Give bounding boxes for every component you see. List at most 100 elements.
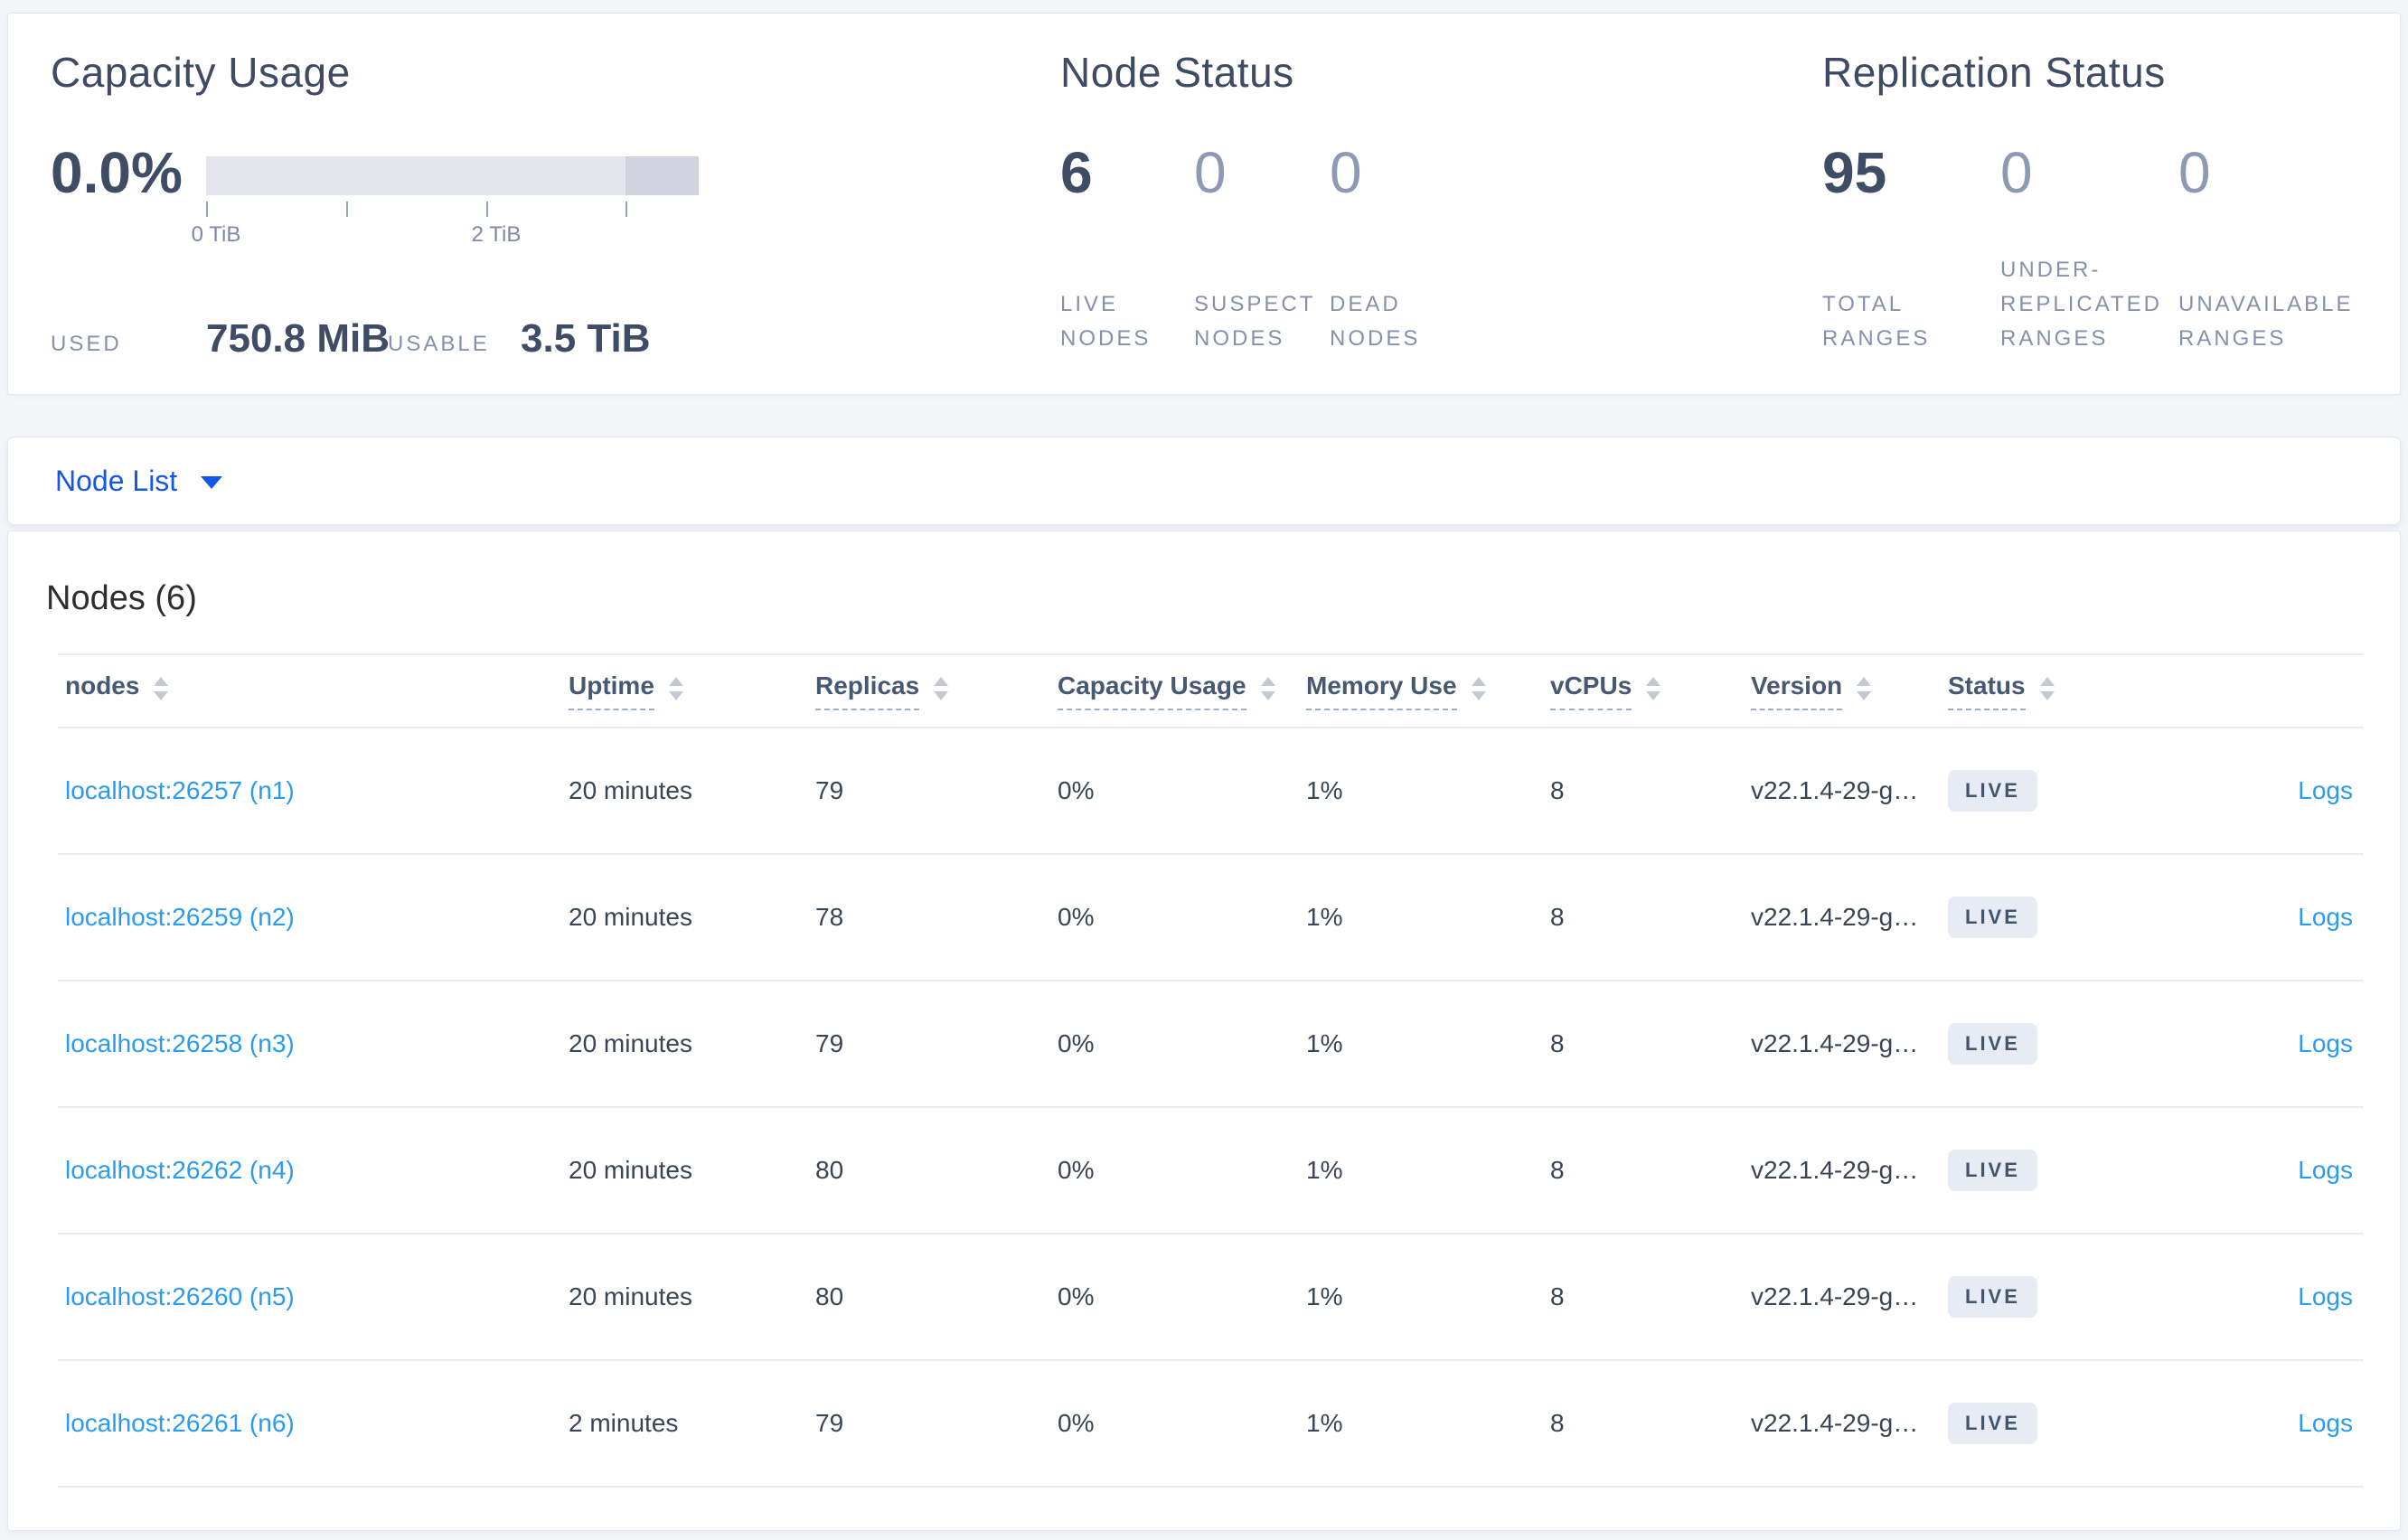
- nodes-heading: Nodes (6): [46, 579, 197, 617]
- vcpus-cell: 8: [1550, 776, 1565, 804]
- live-nodes-label: LIVE NODES: [1060, 292, 1152, 351]
- sort-icon: [154, 676, 169, 700]
- vcpus-cell: 8: [1550, 1029, 1565, 1057]
- capacity-usage-cell: 0%: [1058, 1409, 1095, 1437]
- replicas-cell: 80: [815, 1156, 844, 1184]
- node-list-dropdown-label: Node List: [55, 464, 178, 497]
- node-list-dropdown[interactable]: Node List: [55, 464, 223, 498]
- uptime-cell: 20 minutes: [569, 1156, 692, 1184]
- uptime-cell: 20 minutes: [569, 903, 692, 931]
- capacity-usage-cell: 0%: [1058, 1282, 1095, 1310]
- capacity-usage-cell: 0%: [1058, 1029, 1095, 1057]
- dead-nodes-label: DEAD NODES: [1330, 292, 1421, 351]
- table-row: localhost:26258 (n3) 20 minutes 79 0% 1%…: [58, 981, 2364, 1108]
- capacity-usage-title: Capacity Usage: [51, 49, 351, 96]
- status-badge: LIVE: [1948, 1276, 2037, 1318]
- replicas-cell: 80: [815, 1282, 844, 1310]
- logs-link[interactable]: Logs: [2298, 1156, 2353, 1184]
- logs-link[interactable]: Logs: [2298, 1282, 2353, 1310]
- memory-use-cell: 1%: [1306, 776, 1343, 804]
- vcpus-cell: 8: [1550, 903, 1565, 931]
- replication-status-title: Replication Status: [1822, 49, 2166, 96]
- table-header-row: nodes Uptime Replicas Capacity Usage Mem…: [58, 653, 2364, 728]
- capacity-axis-label-0tib: 0 TiB: [191, 222, 241, 247]
- version-cell: v22.1.4-29-g…: [1751, 1409, 1919, 1437]
- capacity-usage-cell: 0%: [1058, 776, 1095, 804]
- table-row: localhost:26261 (n6) 2 minutes 79 0% 1% …: [58, 1361, 2364, 1488]
- node-link[interactable]: localhost:26258 (n3): [65, 1029, 295, 1057]
- capacity-bar: [206, 156, 699, 195]
- uptime-cell: 20 minutes: [569, 1029, 692, 1057]
- version-cell: v22.1.4-29-g…: [1751, 1156, 1919, 1184]
- used-value: 750.8 MiB: [206, 316, 390, 361]
- node-link[interactable]: localhost:26261 (n6): [65, 1409, 295, 1437]
- status-badge: LIVE: [1948, 1403, 2037, 1444]
- node-status-section: Node Status 6 LIVE NODES 0 SUSPECT NODES…: [1060, 14, 1783, 394]
- version-cell: v22.1.4-29-g…: [1751, 776, 1919, 804]
- column-header-uptime[interactable]: Uptime: [569, 671, 815, 710]
- replicas-cell: 79: [815, 776, 844, 804]
- column-header-vcpus[interactable]: vCPUs: [1550, 671, 1751, 710]
- column-header-nodes[interactable]: nodes: [58, 671, 569, 710]
- status-badge: LIVE: [1948, 897, 2037, 938]
- capacity-axis-tick: [206, 202, 208, 217]
- column-header-replicas[interactable]: Replicas: [815, 671, 1058, 710]
- logs-link[interactable]: Logs: [2298, 1029, 2353, 1057]
- sort-icon: [2039, 676, 2055, 700]
- status-badge: LIVE: [1948, 1150, 2037, 1191]
- memory-use-cell: 1%: [1306, 1282, 1343, 1310]
- view-selector-panel: Node List: [7, 437, 2401, 525]
- suspect-nodes-label: SUSPECT NODES: [1194, 292, 1316, 351]
- memory-use-cell: 1%: [1306, 1409, 1343, 1437]
- column-header-status[interactable]: Status: [1948, 671, 2174, 710]
- logs-link[interactable]: Logs: [2298, 776, 2353, 804]
- table-row: localhost:26262 (n4) 20 minutes 80 0% 1%…: [58, 1108, 2364, 1235]
- table-row: localhost:26257 (n1) 20 minutes 79 0% 1%…: [58, 728, 2364, 855]
- replicas-cell: 79: [815, 1409, 844, 1437]
- used-label: USED: [51, 332, 122, 356]
- status-badge: LIVE: [1948, 1023, 2037, 1065]
- version-cell: v22.1.4-29-g…: [1751, 1029, 1919, 1057]
- uptime-cell: 20 minutes: [569, 1282, 692, 1310]
- table-row: localhost:26260 (n5) 20 minutes 80 0% 1%…: [58, 1235, 2364, 1361]
- table-row: localhost:26259 (n2) 20 minutes 78 0% 1%…: [58, 855, 2364, 981]
- uptime-cell: 20 minutes: [569, 776, 692, 804]
- total-ranges-label: TOTAL RANGES: [1822, 292, 1931, 351]
- memory-use-cell: 1%: [1306, 1029, 1343, 1057]
- sort-icon: [934, 676, 949, 700]
- unavailable-ranges-label: UNAVAILABLE RANGES: [2178, 292, 2354, 351]
- under-replicated-ranges-count: 0: [2000, 140, 2033, 205]
- dead-nodes-count: 0: [1330, 140, 1362, 205]
- sort-icon: [1646, 676, 1661, 700]
- capacity-usage-cell: 0%: [1058, 1156, 1095, 1184]
- table-body: localhost:26257 (n1) 20 minutes 79 0% 1%…: [58, 728, 2364, 1488]
- status-badge: LIVE: [1948, 770, 2037, 812]
- node-link[interactable]: localhost:26260 (n5): [65, 1282, 295, 1310]
- capacity-bar-reserved-segment: [626, 156, 699, 195]
- sort-icon: [1471, 676, 1486, 700]
- column-header-capacity-usage[interactable]: Capacity Usage: [1058, 671, 1306, 710]
- usable-value: 3.5 TiB: [521, 316, 651, 361]
- column-header-version[interactable]: Version: [1751, 671, 1948, 710]
- node-link[interactable]: localhost:26259 (n2): [65, 903, 295, 931]
- column-header-memory-use[interactable]: Memory Use: [1306, 671, 1550, 710]
- memory-use-cell: 1%: [1306, 1156, 1343, 1184]
- capacity-usage-cell: 0%: [1058, 903, 1095, 931]
- live-nodes-count: 6: [1060, 140, 1093, 205]
- vcpus-cell: 8: [1550, 1409, 1565, 1437]
- sort-icon: [668, 676, 683, 700]
- caret-down-icon: [201, 476, 223, 489]
- nodes-table: nodes Uptime Replicas Capacity Usage Mem…: [58, 653, 2364, 1488]
- version-cell: v22.1.4-29-g…: [1751, 1282, 1919, 1310]
- capacity-axis-tick: [486, 202, 488, 217]
- node-link[interactable]: localhost:26257 (n1): [65, 776, 295, 804]
- node-link[interactable]: localhost:26262 (n4): [65, 1156, 295, 1184]
- cluster-summary-panel: Capacity Usage 0.0% 0 TiB 2 TiB USED 750…: [7, 13, 2401, 395]
- logs-link[interactable]: Logs: [2298, 1409, 2353, 1437]
- replicas-cell: 78: [815, 903, 844, 931]
- capacity-axis-tick: [346, 202, 348, 217]
- logs-link[interactable]: Logs: [2298, 903, 2353, 931]
- unavailable-ranges-count: 0: [2178, 140, 2211, 205]
- uptime-cell: 2 minutes: [569, 1409, 679, 1437]
